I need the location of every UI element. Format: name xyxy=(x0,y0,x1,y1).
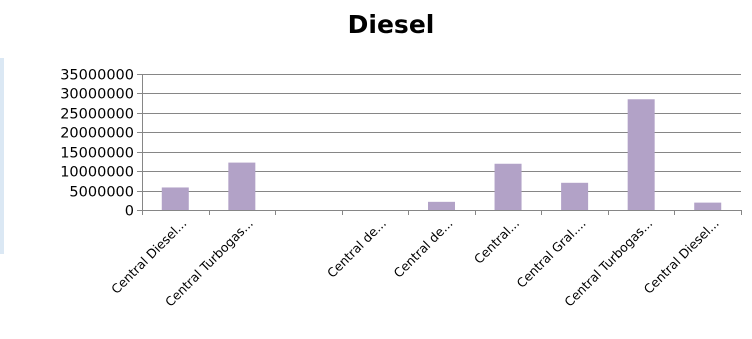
x-tick-label: Central Gral.... xyxy=(514,216,589,291)
y-tick-label: 35000000 xyxy=(60,68,134,84)
y-tick-label: 0 xyxy=(125,204,134,220)
y-tick-label: 10000000 xyxy=(60,165,134,181)
bar xyxy=(694,202,722,210)
bar xyxy=(228,162,256,210)
y-tick-labels: 0 5000000 10000000 15000000 20000000 25000000… xyxy=(60,68,134,220)
y-tick-label: 5000000 xyxy=(69,185,134,201)
bar xyxy=(494,163,522,210)
bar xyxy=(161,187,189,210)
y-tick-label: 20000000 xyxy=(60,126,134,142)
bar xyxy=(627,99,655,210)
y-tick-label: 15000000 xyxy=(60,146,134,162)
left-panel-edge xyxy=(0,58,4,254)
x-tick-label: Central... xyxy=(471,216,522,267)
x-tick-label: Central de... xyxy=(391,216,456,281)
chart-title: Diesel xyxy=(347,10,435,39)
y-tick-label: 25000000 xyxy=(60,107,134,123)
axes xyxy=(137,74,742,215)
bar xyxy=(428,201,455,210)
y-tick-label: 30000000 xyxy=(60,87,134,103)
bar xyxy=(561,182,589,210)
bars xyxy=(161,99,722,210)
x-tick-labels: Central Diesel...Central Turbogas... Cent… xyxy=(108,216,722,310)
x-tick-label: Central de... xyxy=(324,216,389,281)
